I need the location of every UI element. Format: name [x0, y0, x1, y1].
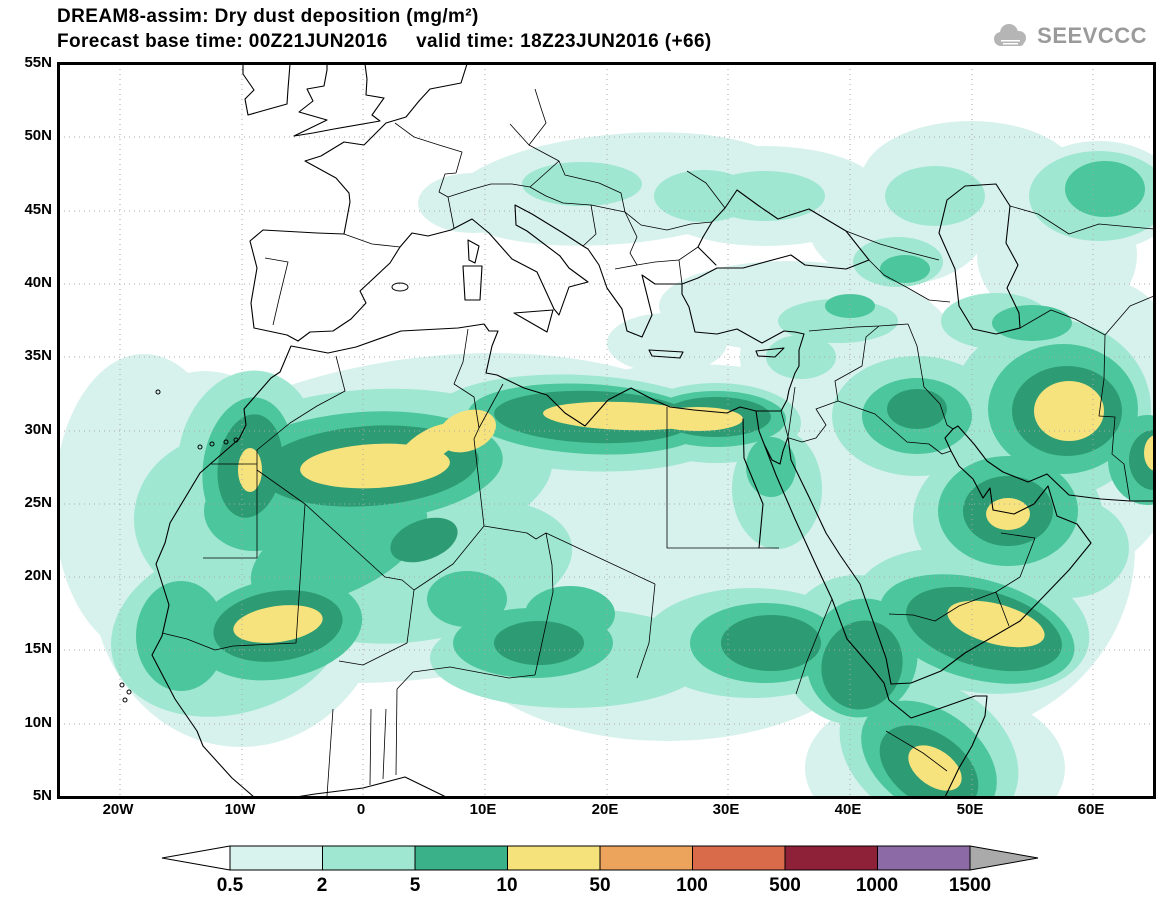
- lon-label: 10E: [469, 801, 497, 818]
- dust-layer-50: [233, 381, 1154, 791]
- colorbar-canvas: [161, 845, 1039, 871]
- colorbar-segment: [877, 845, 971, 871]
- coastlines: [151, 64, 1154, 797]
- lat-label: 15N: [24, 640, 52, 657]
- lat-label: 45N: [24, 201, 52, 218]
- colorbar-under-arrow: [161, 845, 231, 871]
- colorbar-label: 50: [589, 875, 611, 896]
- colorbar-over-arrow: [969, 845, 1039, 871]
- colorbar-label: 100: [676, 875, 708, 896]
- lat-label: 35N: [24, 347, 52, 364]
- graticule: [59, 64, 1154, 797]
- colorbar-label: 2: [316, 875, 328, 896]
- colorbar-segment: [414, 845, 508, 871]
- lon-label: 20W: [102, 801, 134, 818]
- lon-label: 60E: [1077, 801, 1105, 818]
- lat-label: 30N: [24, 421, 52, 438]
- lon-label: 0: [356, 801, 366, 818]
- seevccc-logo: SEEVCCC: [989, 22, 1147, 50]
- lon-label: 20E: [591, 801, 619, 818]
- country-borders: [161, 88, 1154, 797]
- colorbar-segment: [784, 845, 878, 871]
- logo-text: SEEVCCC: [1037, 23, 1147, 48]
- colorbar-label: 0.5: [216, 875, 244, 896]
- lat-label: 10N: [24, 714, 52, 731]
- colorbar-label: 5: [409, 875, 421, 896]
- colorbar-label: 1000: [855, 875, 899, 896]
- colorbar-segment: [692, 845, 786, 871]
- lon-label: 50E: [956, 801, 984, 818]
- lat-label: 50N: [24, 127, 52, 144]
- colorbar-label: 1500: [948, 875, 992, 896]
- colorbar-segment: [322, 845, 416, 871]
- colorbar-segment: [507, 845, 601, 871]
- lat-label: 25N: [24, 494, 52, 511]
- lat-label: 40N: [24, 274, 52, 291]
- colorbar-segment: [599, 845, 693, 871]
- plot-title: DREAM8-assim: Dry dust deposition (mg/m²…: [57, 6, 479, 27]
- cloud-icon: [994, 24, 1027, 46]
- lat-label: 55N: [24, 54, 52, 71]
- lon-label: 10W: [224, 801, 256, 818]
- island-specks: [119, 282, 409, 703]
- map-plot: [57, 62, 1156, 799]
- colorbar-segment: [229, 845, 323, 871]
- map-canvas: [59, 64, 1154, 797]
- lon-label: 40E: [834, 801, 862, 818]
- lon-label: 30E: [712, 801, 740, 818]
- lat-label: 5N: [32, 787, 52, 804]
- colorbar-label: 10: [496, 875, 518, 896]
- lat-label: 20N: [24, 567, 52, 584]
- colorbar: 0.5 2 5 10 50 100 500 1000 1500: [160, 845, 1040, 905]
- colorbar-label: 500: [769, 875, 801, 896]
- plot-subtitle: Forecast base time: 00Z21JUN2016 valid t…: [57, 31, 712, 52]
